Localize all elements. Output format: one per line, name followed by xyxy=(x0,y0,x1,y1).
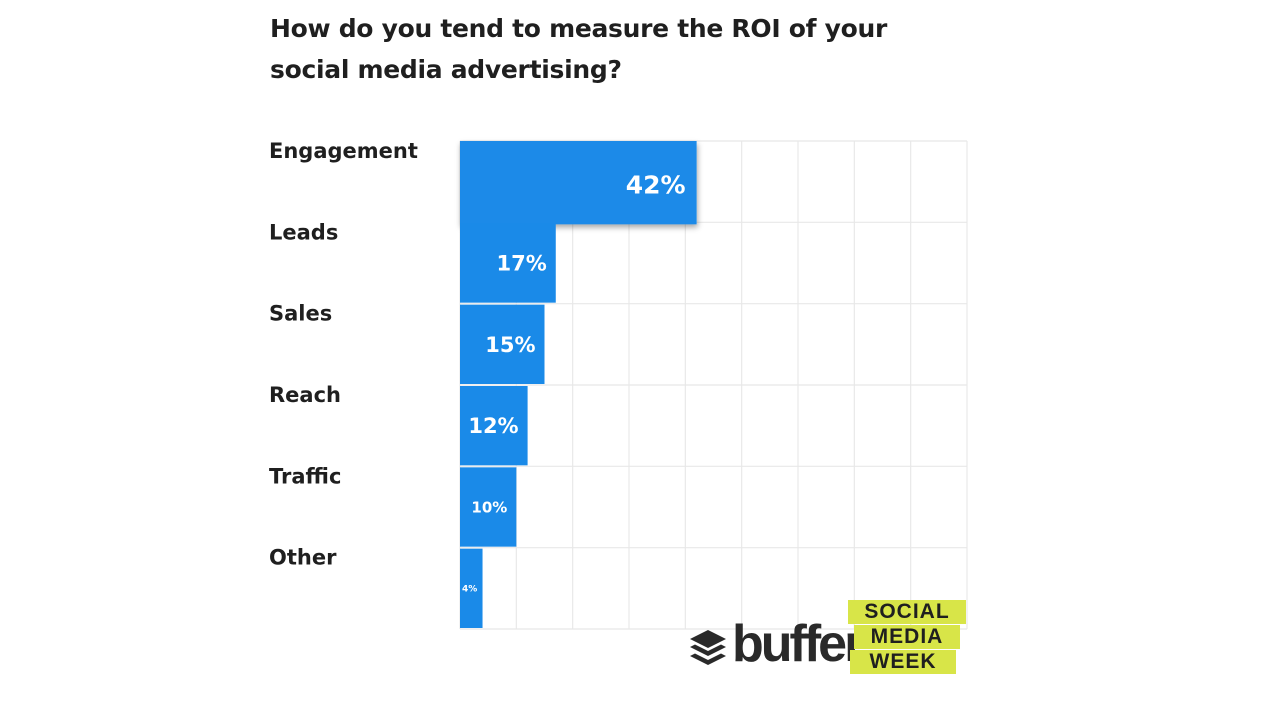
smw-line-3: WEEK xyxy=(850,650,956,674)
bar-other xyxy=(460,548,483,628)
bar-traffic xyxy=(460,467,517,547)
chart-title-line-1: How do you tend to measure the ROI of yo… xyxy=(270,14,887,43)
social-media-week-logo: SOCIAL MEDIA WEEK xyxy=(848,600,968,675)
smw-line-1: SOCIAL xyxy=(848,600,966,624)
chart-title-line-2: social media advertising? xyxy=(270,55,622,84)
category-label: Sales xyxy=(269,302,332,326)
data-label: 17% xyxy=(497,252,547,276)
data-label: 4% xyxy=(462,585,477,595)
data-label: 10% xyxy=(471,498,507,516)
data-label: 42% xyxy=(626,171,686,200)
data-label: 15% xyxy=(485,333,535,357)
bar-sales xyxy=(460,304,545,384)
bar-reach xyxy=(460,386,528,466)
bar-leads xyxy=(460,223,556,303)
brand-logos: buffer SOCIAL MEDIA WEEK xyxy=(688,600,968,678)
category-label: Traffic xyxy=(269,464,341,488)
bar-engagement xyxy=(460,141,697,225)
category-label: Engagement xyxy=(269,139,418,163)
category-label: Reach xyxy=(269,383,341,407)
smw-line-2: MEDIA xyxy=(854,625,960,649)
category-label: Leads xyxy=(269,220,338,244)
buffer-logo-text: buffer xyxy=(732,615,864,673)
buffer-stack-icon xyxy=(690,630,726,665)
data-label: 12% xyxy=(468,414,518,438)
chart-title: How do you tend to measure the ROI of yo… xyxy=(270,8,887,90)
category-label: Other xyxy=(269,546,337,570)
